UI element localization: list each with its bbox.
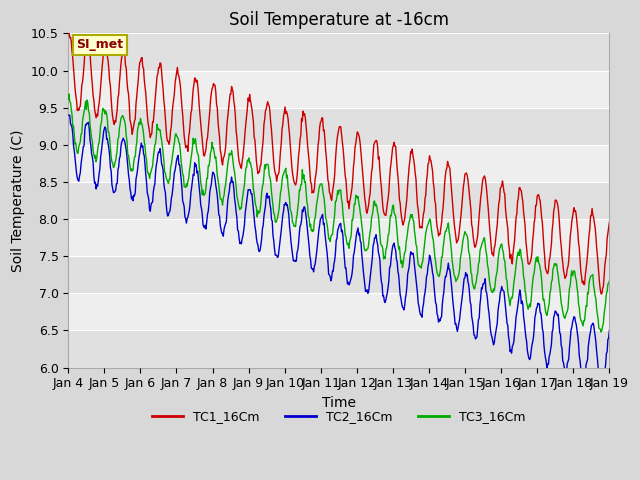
Bar — [68, 71, 609, 108]
TC2_16Cm — [598, 385, 605, 391]
Bar — [68, 219, 609, 256]
Bar — [68, 293, 609, 331]
TC3_16Cm — [65, 91, 73, 97]
TC3_16Cm — [65, 96, 72, 102]
Line: TC1_16Cm: TC1_16Cm — [68, 32, 609, 294]
Bar — [68, 256, 609, 293]
Y-axis label: Soil Temperature (C): Soil Temperature (C) — [11, 129, 25, 272]
TC1_16Cm — [605, 219, 613, 225]
TC1_16Cm — [131, 118, 138, 124]
TC3_16Cm — [597, 329, 605, 335]
TC2_16Cm — [421, 289, 429, 295]
Line: TC3_16Cm: TC3_16Cm — [68, 94, 609, 332]
Legend: TC1_16Cm, TC2_16Cm, TC3_16Cm: TC1_16Cm, TC2_16Cm, TC3_16Cm — [147, 405, 531, 428]
TC3_16Cm — [421, 237, 429, 243]
TC1_16Cm — [214, 119, 222, 125]
TC2_16Cm — [75, 179, 83, 184]
TC3_16Cm — [186, 168, 193, 173]
TC1_16Cm — [65, 30, 72, 36]
Title: Soil Temperature at -16cm: Soil Temperature at -16cm — [229, 11, 449, 29]
TC1_16Cm — [65, 29, 73, 35]
Bar — [68, 108, 609, 145]
Bar — [68, 145, 609, 182]
TC2_16Cm — [65, 112, 72, 118]
TC3_16Cm — [605, 278, 613, 284]
TC2_16Cm — [65, 112, 73, 118]
X-axis label: Time: Time — [322, 396, 356, 410]
TC1_16Cm — [421, 195, 429, 201]
Bar — [68, 182, 609, 219]
TC2_16Cm — [405, 264, 413, 269]
TC3_16Cm — [214, 177, 222, 183]
TC1_16Cm — [75, 108, 83, 113]
Bar — [68, 331, 609, 368]
TC3_16Cm — [405, 219, 413, 225]
TC2_16Cm — [186, 207, 193, 213]
TC2_16Cm — [214, 201, 222, 207]
Text: SI_met: SI_met — [76, 38, 124, 51]
TC3_16Cm — [75, 144, 83, 149]
Line: TC2_16Cm: TC2_16Cm — [68, 115, 609, 388]
TC2_16Cm — [605, 327, 613, 333]
TC1_16Cm — [186, 130, 193, 135]
TC3_16Cm — [131, 154, 138, 160]
TC1_16Cm — [597, 291, 605, 297]
TC2_16Cm — [131, 193, 138, 199]
TC1_16Cm — [405, 163, 413, 169]
Bar — [68, 34, 609, 71]
